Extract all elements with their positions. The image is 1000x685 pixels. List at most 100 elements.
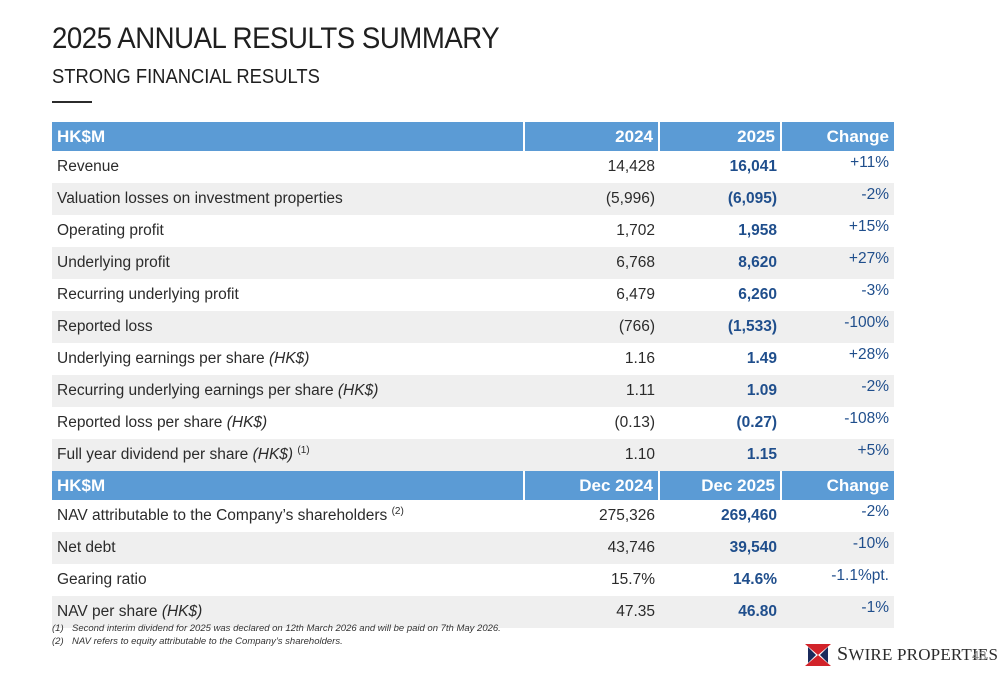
value-change: -2% — [782, 183, 894, 215]
row-unit: (HK$) — [252, 446, 294, 464]
row-label: Underlying earnings per share (HK$) — [52, 343, 525, 375]
table-row: Reported loss per share (HK$) (0.13) (0.27… — [52, 407, 894, 439]
value-current-year: 1.09 — [660, 375, 782, 407]
value-change: -1.1%pt. — [831, 567, 889, 584]
value-prior-year: 1,702 — [616, 222, 655, 239]
footnote-2: (2) NAV refers to equity attributable to … — [52, 636, 343, 647]
footnote-ref: (2) — [391, 506, 404, 518]
value-current-year: 269,460 — [720, 507, 777, 524]
value-prior-year: 275,326 — [598, 507, 655, 524]
footnotes: (1) Second interim dividend for 2025 was … — [52, 622, 501, 648]
value-prior-year: 14,428 — [607, 158, 655, 175]
table-row: Recurring underlying earnings per share … — [52, 375, 894, 407]
footnote-ref: (1) — [297, 445, 310, 457]
row-unit: (HK$) — [337, 382, 379, 399]
column-header: Dec 2024 — [525, 471, 660, 500]
table-row: Valuation losses on investment propertie… — [52, 183, 894, 215]
value-change: -100% — [782, 311, 894, 343]
row-label-text: Reported loss per share — [57, 414, 223, 431]
value-prior-year: 6,479 — [616, 286, 655, 303]
column-header: 2024 — [525, 122, 660, 151]
header-row-2: HK$M Dec 2024 Dec 2025 Change — [52, 471, 894, 500]
row-label: Full year dividend per share (HK$) (1) — [52, 439, 525, 471]
swire-properties-logo: SWIRE PROPERTIES — [805, 643, 998, 666]
value-prior-year: 1.11 — [525, 375, 660, 407]
page-number: 43 — [972, 648, 987, 663]
column-header: HK$M — [52, 471, 525, 500]
row-label: Reported loss per share (HK$) — [52, 407, 525, 439]
results-table: HK$M 2024 2025 Change Revenue 14,428 16,041 +11… — [52, 122, 894, 628]
row-label-text: Reported loss — [57, 318, 153, 335]
footnote-1: (1) Second interim dividend for 2025 was … — [52, 623, 501, 634]
row-label-text: Underlying earnings per share — [57, 350, 265, 367]
value-prior-year: 1.10 — [525, 439, 660, 471]
value-change: -108% — [844, 410, 889, 427]
row-label: Recurring underlying profit — [52, 279, 525, 311]
value-prior-year: 15.7% — [611, 571, 655, 588]
value-change: -2% — [782, 375, 894, 407]
value-current-year: (6,095) — [660, 183, 782, 215]
value-change: -3% — [861, 282, 889, 299]
row-label: Operating profit — [52, 215, 525, 247]
value-change: +28% — [848, 346, 889, 363]
row-label-text: Underlying profit — [57, 254, 170, 271]
row-label: Recurring underlying earnings per share … — [52, 375, 525, 407]
table-row: Recurring underlying profit 6,479 6,260 -3% — [52, 279, 894, 311]
row-label: Valuation losses on investment propertie… — [52, 183, 525, 215]
table-row: Underlying earnings per share (HK$) 1.16 1… — [52, 343, 894, 375]
value-prior-year: 47.35 — [525, 596, 660, 628]
row-label: Reported loss — [52, 311, 525, 343]
value-prior-year: (0.13) — [614, 414, 656, 431]
row-label-text: Net debt — [57, 539, 116, 556]
row-label: Gearing ratio — [52, 564, 525, 596]
value-current-year: 1.15 — [660, 439, 782, 471]
row-label: Net debt — [52, 532, 525, 564]
row-label-text: NAV attributable to the Company’s shareh… — [57, 507, 388, 525]
table-row: Operating profit 1,702 1,958 +15% — [52, 215, 894, 247]
table-row: Net debt 43,746 39,540 -10% — [52, 532, 894, 564]
value-current-year: 6,260 — [738, 286, 777, 303]
row-label-text: Gearing ratio — [57, 571, 147, 588]
swire-flag-icon — [805, 643, 831, 666]
value-change: +11% — [850, 154, 889, 171]
row-label-text: Operating profit — [57, 222, 164, 239]
table-row: Gearing ratio 15.7% 14.6% -1.1%pt. — [52, 564, 894, 596]
row-label-text: Valuation losses on investment propertie… — [57, 190, 343, 207]
row-label-text: Recurring underlying profit — [57, 286, 239, 303]
row-label-text: NAV per share — [57, 603, 158, 620]
row-label: Underlying profit — [52, 247, 525, 279]
row-unit: (HK$) — [161, 603, 203, 620]
column-header: Dec 2025 — [660, 471, 782, 500]
row-label: NAV per share (HK$) — [52, 596, 525, 628]
row-label-text: Recurring underlying earnings per share — [57, 382, 334, 399]
row-label-text: Revenue — [57, 158, 120, 175]
column-header: 2025 — [660, 122, 782, 151]
value-current-year: 39,540 — [660, 532, 782, 564]
value-change: +27% — [782, 247, 894, 279]
value-change: -10% — [782, 532, 894, 564]
value-current-year: 8,620 — [660, 247, 782, 279]
table-row: NAV per share (HK$) 47.35 46.80 -1% — [52, 596, 894, 628]
value-current-year: (0.27) — [736, 414, 778, 431]
row-unit: (HK$) — [268, 350, 310, 367]
value-current-year: 16,041 — [729, 158, 777, 175]
value-change: +5% — [782, 439, 894, 471]
value-change: +15% — [848, 218, 889, 235]
header-row-1: HK$M 2024 2025 Change — [52, 122, 894, 151]
logo-wordmark: SWIRE PROPERTIES — [837, 643, 999, 665]
table-row: Reported loss (766) (1,533) -100% — [52, 311, 894, 343]
page-title: 2025 ANNUAL RESULTS SUMMARY — [52, 22, 500, 55]
table-row: Full year dividend per share (HK$) (1) 1.… — [52, 439, 894, 471]
title-underline — [52, 101, 92, 103]
value-current-year: (1,533) — [660, 311, 782, 343]
value-prior-year: (5,996) — [525, 183, 660, 215]
value-current-year: 46.80 — [660, 596, 782, 628]
value-current-year: 14.6% — [733, 571, 777, 588]
table-row: Underlying profit 6,768 8,620 +27% — [52, 247, 894, 279]
value-current-year: 1.49 — [746, 350, 777, 367]
value-prior-year: 1.16 — [624, 350, 655, 367]
value-change: -1% — [782, 596, 894, 628]
row-label: Revenue — [52, 151, 525, 183]
value-prior-year: 6,768 — [525, 247, 660, 279]
page-subtitle: STRONG FINANCIAL RESULTS — [52, 66, 320, 88]
